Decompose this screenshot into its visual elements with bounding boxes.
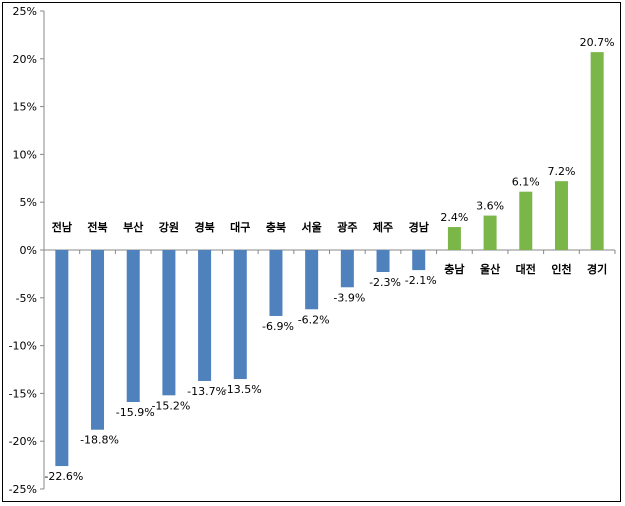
category-label: 전북 xyxy=(87,220,107,234)
value-label: -18.8% xyxy=(80,434,119,447)
value-label: -15.2% xyxy=(151,399,190,412)
y-tick-label: -15% xyxy=(9,387,37,400)
bar-13 xyxy=(483,215,497,250)
y-tick-label: 0% xyxy=(20,244,37,257)
bar-6 xyxy=(233,250,247,380)
category-label: 대전 xyxy=(516,262,536,276)
category-label: 인천 xyxy=(551,262,571,276)
category-label: 부산 xyxy=(123,220,143,234)
value-label: -2.3% xyxy=(369,276,401,289)
bar-3 xyxy=(126,250,140,403)
bar-1 xyxy=(55,250,69,467)
bar-15 xyxy=(554,181,568,250)
bar-2 xyxy=(91,250,105,430)
value-label: -6.2% xyxy=(298,313,330,326)
bar-14 xyxy=(519,191,533,250)
bar-5 xyxy=(198,250,212,381)
y-tick-label: 15% xyxy=(13,101,37,114)
y-tick-label: 25% xyxy=(13,5,37,18)
bar-8 xyxy=(305,250,319,310)
chart-frame: 25% 20% 15% 10% 5% 0% -5% -10% -15% -20% -25% -22.6… xyxy=(2,2,621,502)
bar-chart: 25% 20% 15% 10% 5% 0% -5% -10% -15% -20% -25% -22.6… xyxy=(9,5,616,496)
value-label: -15.9% xyxy=(116,406,155,419)
bar-4 xyxy=(162,250,176,396)
bar-12 xyxy=(447,227,461,250)
value-label: 3.6% xyxy=(476,200,504,213)
value-label: -6.9% xyxy=(262,320,294,333)
category-label: 대구 xyxy=(230,220,250,234)
category-label: 울산 xyxy=(480,262,500,276)
y-tick-label: -10% xyxy=(9,340,37,353)
bar-10 xyxy=(376,250,390,272)
bar-16 xyxy=(590,52,604,250)
category-label: 충남 xyxy=(444,262,464,276)
bar-11 xyxy=(412,250,426,271)
y-tick-label: 20% xyxy=(13,53,37,66)
bar-9 xyxy=(340,250,354,288)
y-tick-label: -5% xyxy=(16,292,37,305)
value-label: 20.7% xyxy=(580,36,615,49)
bar-7 xyxy=(269,250,283,316)
value-label: -2.1% xyxy=(405,274,437,287)
category-label: 경북 xyxy=(194,220,214,234)
y-tick-label: -20% xyxy=(9,435,37,448)
y-tick-label: 10% xyxy=(13,148,37,161)
category-label: 광주 xyxy=(337,221,357,234)
category-label: 경남 xyxy=(409,220,429,234)
value-label: -13.7% xyxy=(187,385,226,398)
category-label: 경기 xyxy=(587,262,607,276)
y-tick-label: -25% xyxy=(9,483,37,496)
category-label: 강원 xyxy=(159,220,179,234)
category-label: 전남 xyxy=(52,220,72,234)
value-label: 6.1% xyxy=(512,176,540,189)
value-label: -22.6% xyxy=(44,470,83,483)
value-label: 2.4% xyxy=(440,211,468,224)
y-tick-label: 5% xyxy=(20,196,37,209)
category-label: 제주 xyxy=(373,220,393,234)
value-label: 7.2% xyxy=(547,165,575,178)
category-label: 서울 xyxy=(302,220,322,234)
category-label: 충북 xyxy=(266,220,286,234)
value-label: -13.5% xyxy=(223,383,262,396)
value-label: -3.9% xyxy=(333,291,365,304)
